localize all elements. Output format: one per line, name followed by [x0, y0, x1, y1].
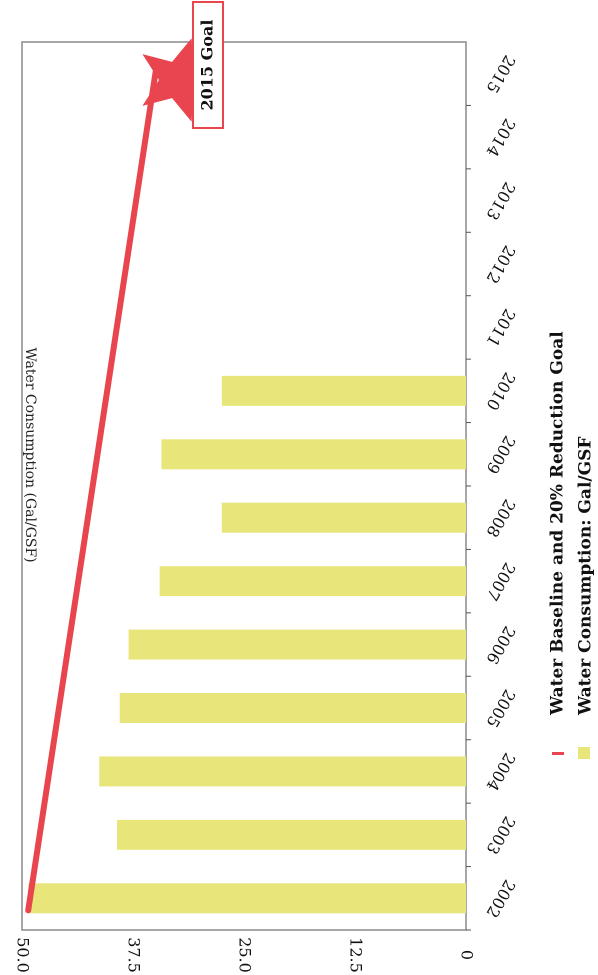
x-tick-label: 2012 — [482, 242, 519, 287]
y-tick-label: 0 — [458, 950, 477, 960]
bar-2006 — [128, 629, 466, 660]
bar-2008 — [221, 502, 466, 533]
x-tick-label: 2014 — [482, 115, 519, 160]
legend-label-bars: Water Consumption: Gal/GSF — [576, 437, 596, 716]
bar-2003 — [117, 819, 467, 850]
x-tick-label: 2008 — [482, 496, 519, 541]
bar-2010 — [221, 375, 466, 406]
y-tick-label: 50.0 — [14, 937, 33, 973]
y-axis-label: Water Consumption (Gal/GSF) — [22, 347, 38, 562]
x-tick-label: 2013 — [482, 179, 519, 224]
x-tick-label: 2006 — [482, 623, 519, 668]
y-tick-label: 25.0 — [236, 937, 255, 973]
y-tick-label: 12.5 — [347, 937, 366, 973]
x-tick-label: 2007 — [482, 559, 519, 604]
x-tick-label: 2005 — [482, 686, 519, 731]
baseline-goal-line — [25, 65, 160, 914]
legend-swatch-bars — [578, 747, 590, 759]
bar-2002 — [28, 883, 466, 914]
x-tick-label: 2004 — [482, 750, 519, 795]
plot-area — [21, 41, 467, 931]
x-tick-label: 2003 — [482, 813, 519, 858]
x-tick-label: 2015 — [482, 52, 519, 97]
bar-2009 — [161, 439, 466, 470]
x-tick-label: 2011 — [482, 306, 519, 351]
y-tick-label: 37.5 — [125, 937, 144, 973]
x-tick-label: 2002 — [482, 876, 519, 921]
legend-swatch-line — [552, 752, 564, 755]
goal-star-marker — [142, 38, 222, 122]
bar-2005 — [119, 693, 467, 723]
goal-label: 2015 Goal — [198, 20, 217, 111]
bar-2007 — [159, 566, 466, 597]
bar-2004 — [99, 756, 467, 787]
x-tick-label: 2009 — [482, 432, 519, 477]
goal-label-box — [192, 1, 224, 129]
legend-label-line: Water Baseline and 20% Reduction Goal — [548, 331, 568, 716]
x-tick-label: 2010 — [482, 369, 519, 414]
